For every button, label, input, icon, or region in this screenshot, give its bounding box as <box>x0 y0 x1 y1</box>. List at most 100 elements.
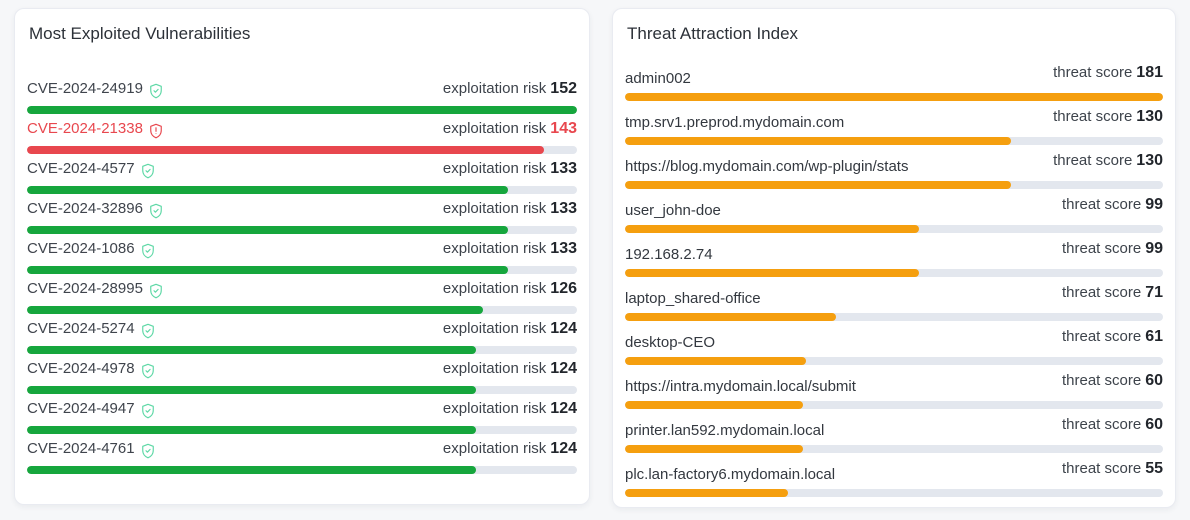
metric-value: 60 <box>1145 372 1163 389</box>
metric-value: 133 <box>550 240 577 257</box>
vulnerability-row[interactable]: CVE-2024-5274 exploitation risk 124 <box>27 313 577 354</box>
metric-label: threat score <box>1061 284 1142 301</box>
threat-row-header: printer.lan592.mydomain.local threat sco… <box>625 415 1163 441</box>
vulnerability-row[interactable]: CVE-2024-4947 exploitation risk 124 <box>27 393 577 434</box>
threat-row[interactable]: https://blog.mydomain.com/wp-plugin/stat… <box>625 151 1163 195</box>
vulnerability-row[interactable]: CVE-2024-4978 exploitation risk 124 <box>27 353 577 394</box>
risk-bar-fill <box>27 346 476 354</box>
shield-check-icon <box>141 323 154 339</box>
threat-bar-track <box>625 269 1163 277</box>
shield-check-icon <box>150 203 162 219</box>
threat-score-metric: threat score 130 <box>1053 151 1163 171</box>
vulnerability-row-header: CVE-2024-21338 exploitation risk 143 <box>27 113 577 139</box>
threat-row[interactable]: tmp.srv1.preprod.mydomain.com threat sco… <box>625 107 1163 151</box>
metric-label: threat score <box>1053 152 1133 169</box>
vulnerability-row[interactable]: CVE-2024-4577 exploitation risk 133 <box>27 153 577 194</box>
metric-value: 133 <box>550 160 577 177</box>
threat-list: admin002 threat score 181 tmp.srv1.prepro… <box>625 63 1163 503</box>
exploitation-risk-metric: exploitation risk 124 <box>443 319 577 339</box>
threat-bar-track <box>625 313 1163 321</box>
threat-row-header: plc.lan-factory6.mydomain.local threat s… <box>625 459 1163 485</box>
risk-bar-track <box>27 426 577 434</box>
risk-bar-track <box>27 386 577 394</box>
metric-label: threat score <box>1061 460 1142 477</box>
threat-bar-track <box>625 357 1163 365</box>
shield-alert-icon <box>150 123 162 139</box>
exploitation-risk-metric: exploitation risk 126 <box>443 279 577 299</box>
threat-bar-track <box>625 137 1163 145</box>
risk-bar-track <box>27 466 577 474</box>
metric-value: 130 <box>1136 108 1163 125</box>
metric-value: 124 <box>550 400 577 417</box>
vulnerability-row[interactable]: CVE-2024-32896 exploitation risk 133 <box>27 193 577 234</box>
risk-bar-fill <box>27 426 476 434</box>
metric-value: 124 <box>550 360 577 377</box>
threat-row[interactable]: 192.168.2.74 threat score 99 <box>625 239 1163 283</box>
metric-label: threat score <box>1053 64 1133 81</box>
threat-score-metric: threat score 99 <box>1062 195 1163 215</box>
risk-bar-track <box>27 226 577 234</box>
threat-bar-fill <box>625 489 789 497</box>
metric-label: exploitation risk <box>442 80 547 97</box>
threat-bar-track <box>625 93 1163 101</box>
threat-row[interactable]: plc.lan-factory6.mydomain.local threat s… <box>625 459 1163 503</box>
threat-bar-fill <box>625 313 837 321</box>
metric-label: exploitation risk <box>442 200 547 217</box>
asset-name-label: tmp.srv1.preprod.mydomain.com <box>625 114 845 131</box>
panel-title: Most Exploited Vulnerabilities <box>29 24 251 43</box>
shield-check-icon <box>150 283 162 299</box>
threat-bar-track <box>625 225 1163 233</box>
risk-bar-fill <box>27 386 476 394</box>
vulnerability-row-header: CVE-2024-5274 exploitation risk 124 <box>27 313 577 339</box>
threat-row[interactable]: printer.lan592.mydomain.local threat sco… <box>625 415 1163 459</box>
threat-bar-track <box>625 489 1163 497</box>
threat-row[interactable]: laptop_shared-office threat score 71 <box>625 283 1163 327</box>
threat-row[interactable]: user_john-doe threat score 99 <box>625 195 1163 239</box>
metric-label: exploitation risk <box>442 240 547 257</box>
vulnerability-row[interactable]: CVE-2024-24919 exploitation risk 152 <box>27 73 577 114</box>
threat-row[interactable]: https://intra.mydomain.local/submit thre… <box>625 371 1163 415</box>
vulnerability-row[interactable]: CVE-2024-4761 exploitation risk 124 <box>27 433 577 474</box>
cve-id-label: CVE-2024-32896 <box>27 199 163 219</box>
threat-bar-track <box>625 445 1163 453</box>
threat-row-header: desktop-CEO threat score 61 <box>625 327 1163 353</box>
vulnerability-row[interactable]: CVE-2024-21338 exploitation risk 143 <box>27 113 577 154</box>
threat-row-header: laptop_shared-office threat score 71 <box>625 283 1163 309</box>
risk-bar-fill <box>27 146 545 154</box>
exploitation-risk-metric: exploitation risk 133 <box>443 159 577 179</box>
vulnerability-row-header: CVE-2024-1086 exploitation risk 133 <box>27 233 577 259</box>
cve-id-label: CVE-2024-4577 <box>27 159 155 179</box>
cve-id-label: CVE-2024-4947 <box>27 399 155 419</box>
vulnerability-row-header: CVE-2024-32896 exploitation risk 133 <box>27 193 577 219</box>
metric-value: 124 <box>550 440 577 457</box>
asset-name-label: desktop-CEO <box>625 334 716 351</box>
threat-row-header: user_john-doe threat score 99 <box>625 195 1163 221</box>
metric-value: 133 <box>550 200 577 217</box>
metric-value: 126 <box>550 280 577 297</box>
exploitation-risk-metric: exploitation risk 143 <box>443 119 577 139</box>
vulnerability-row-header: CVE-2024-24919 exploitation risk 152 <box>27 73 577 99</box>
metric-label: threat score <box>1061 416 1142 433</box>
risk-bar-fill <box>27 186 509 194</box>
metric-label: threat score <box>1061 372 1142 389</box>
threat-score-metric: threat score 55 <box>1062 459 1163 479</box>
threat-bar-fill <box>625 445 804 453</box>
panel-threat-attraction-index: Threat Attraction Index admin002 threat … <box>612 8 1176 508</box>
metric-label: threat score <box>1061 196 1142 213</box>
metric-value: 130 <box>1136 152 1163 169</box>
exploitation-risk-metric: exploitation risk 152 <box>443 79 577 99</box>
vulnerability-row[interactable]: CVE-2024-1086 exploitation risk 133 <box>27 233 577 274</box>
metric-value: 152 <box>550 80 577 97</box>
metric-label: threat score <box>1061 240 1142 257</box>
metric-value: 60 <box>1145 416 1163 433</box>
threat-row[interactable]: admin002 threat score 181 <box>625 63 1163 107</box>
threat-score-metric: threat score 60 <box>1062 371 1163 391</box>
asset-name-label: 192.168.2.74 <box>625 246 713 263</box>
threat-bar-fill <box>625 357 807 365</box>
cve-id-label: CVE-2024-28995 <box>27 279 163 299</box>
metric-value: 143 <box>550 120 577 137</box>
metric-label: exploitation risk <box>442 360 547 377</box>
vulnerability-row[interactable]: CVE-2024-28995 exploitation risk 126 <box>27 273 577 314</box>
threat-row[interactable]: desktop-CEO threat score 61 <box>625 327 1163 371</box>
